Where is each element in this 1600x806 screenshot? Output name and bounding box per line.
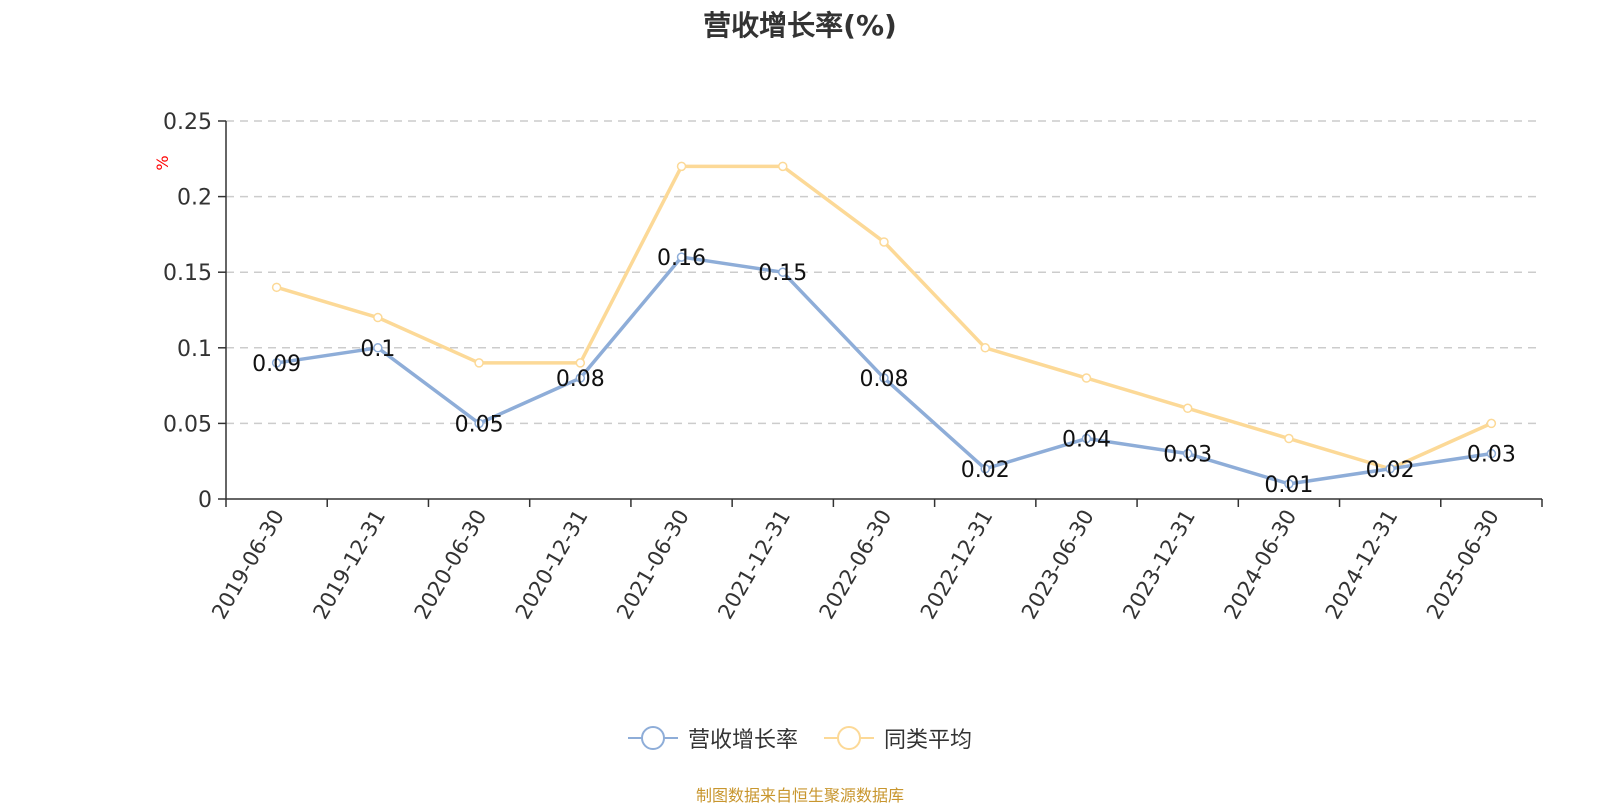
legend-item[interactable]: 同类平均 xyxy=(824,722,972,754)
y-tick-label: 0.05 xyxy=(163,412,212,437)
data-labels: 0.09 0.1 0.05 0.08 0.16 0.15 0.08 0.02 0.04 0.03 0… xyxy=(252,246,1516,498)
data-point xyxy=(474,418,484,429)
data-point xyxy=(676,252,687,262)
x-tick-label: 2019-12-31 xyxy=(308,506,390,624)
data-point xyxy=(1182,448,1193,459)
source-note: 制图数据来自恒生聚源数据库 xyxy=(695,786,904,805)
data-point xyxy=(980,343,990,353)
data-label: 0.16 xyxy=(657,246,706,271)
data-label: 0.15 xyxy=(758,261,807,286)
x-tick-label: 2023-12-31 xyxy=(1118,506,1200,624)
chart-title: 营收增长率(%) xyxy=(703,9,897,42)
x-tick-label: 2020-12-31 xyxy=(511,506,593,624)
data-point xyxy=(1385,464,1395,474)
x-tick-label: 2020-06-30 xyxy=(410,505,492,623)
data-point xyxy=(778,161,788,172)
series-lines xyxy=(271,161,1497,489)
data-label: 0.08 xyxy=(860,367,909,392)
x-tick-label: 2022-12-31 xyxy=(916,505,998,623)
legend-label: 同类平均 xyxy=(884,728,973,753)
data-point xyxy=(1081,433,1092,444)
x-tick-label: 2025-06-30 xyxy=(1422,506,1504,624)
legend: 营收增长率 同类平均 xyxy=(0,722,1600,754)
x-tick-label: 2021-06-30 xyxy=(612,506,694,624)
data-label: 0.04 xyxy=(1062,428,1111,453)
legend-label: 营收增长率 xyxy=(687,728,798,753)
data-point xyxy=(1284,433,1294,444)
data-point xyxy=(879,237,889,247)
data-point xyxy=(575,358,586,368)
data-label: 0.05 xyxy=(455,412,504,437)
data-point xyxy=(879,373,889,383)
data-point xyxy=(271,358,282,368)
data-label: 0.1 xyxy=(360,337,395,362)
y-tick-label: 0.2 xyxy=(177,186,212,211)
data-point xyxy=(1284,479,1294,489)
data-label: 0.02 xyxy=(1366,458,1415,483)
x-tick-label: 2021-12-31 xyxy=(713,506,795,624)
x-tick-label: 2024-12-31 xyxy=(1321,506,1403,624)
data-point xyxy=(474,358,484,368)
data-label: 0.03 xyxy=(1467,443,1516,468)
data-point xyxy=(1486,448,1497,459)
y-tick-label: 0.1 xyxy=(177,337,212,362)
x-tick-label: 2023-06-30 xyxy=(1017,506,1099,624)
data-point xyxy=(980,464,990,474)
data-label: 0.08 xyxy=(556,367,605,392)
data-label: 0.03 xyxy=(1163,443,1212,468)
legend-item[interactable]: 营收增长率 xyxy=(627,722,798,754)
data-point xyxy=(575,373,586,383)
data-point xyxy=(676,161,687,172)
data-point xyxy=(1486,418,1497,429)
data-label: 0.02 xyxy=(961,458,1010,483)
y-tick-label: 0.15 xyxy=(163,261,212,286)
data-label: 0.01 xyxy=(1264,473,1313,498)
data-point xyxy=(373,343,383,353)
data-point xyxy=(1182,403,1193,414)
x-tick-label: 2024-06-30 xyxy=(1219,506,1301,624)
legend-swatch-icon xyxy=(824,726,874,750)
x-tick-label: 2022-06-30 xyxy=(815,506,897,624)
axes: 0 0.05 0.1 0.15 0.2 0.25% 2019-06-30 2019-12-31… xyxy=(153,110,1543,624)
grid-lines xyxy=(226,120,1542,425)
data-point xyxy=(271,282,282,293)
x-tick-label: 2019-06-30 xyxy=(207,506,289,624)
y-tick-label: 0 xyxy=(198,488,212,513)
legend-swatch-icon xyxy=(627,726,678,750)
data-point xyxy=(373,312,383,323)
y-tick-label: 0.25 xyxy=(163,110,212,135)
data-point xyxy=(778,267,788,277)
data-label: 0.09 xyxy=(252,352,301,377)
data-point xyxy=(1081,373,1092,383)
y-axis-label: % xyxy=(153,155,172,170)
